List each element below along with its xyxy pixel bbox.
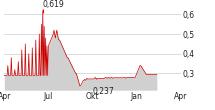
Text: 0,237: 0,237 <box>92 87 114 96</box>
Text: 0,619: 0,619 <box>43 0 64 9</box>
